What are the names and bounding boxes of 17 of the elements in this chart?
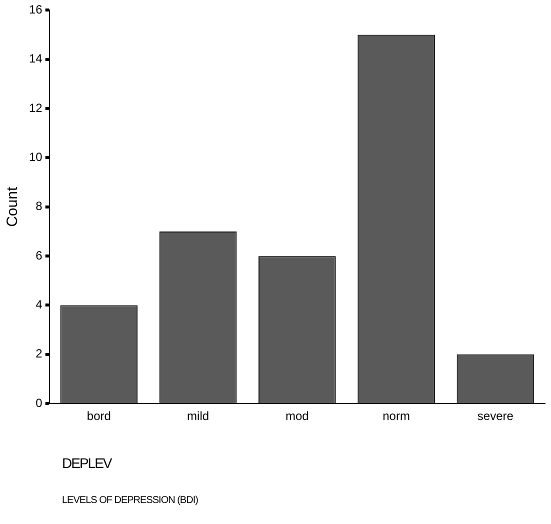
y-tick-label: 2 [36,346,43,361]
y-tick-label: 0 [36,396,43,410]
x-tick-label: norm [382,409,410,424]
x-tick-label: mild [187,409,210,424]
text: LEVELS OF DEPRESSION (BDI) [62,495,198,506]
y-tick-label: 10 [28,150,43,164]
x-tick-label: mod [286,409,309,424]
y-tick-label: 14 [28,52,43,66]
y-tick-label: 4 [36,298,43,312]
y-tick-label: 16 [28,2,43,17]
x-tick-label: bord [86,409,111,424]
y-tick-label: 12 [28,100,43,115]
y-tick-label: 8 [36,199,43,214]
y-tick-label: 6 [36,248,43,262]
x-axis-title: DEPLEV [62,455,112,471]
y-axis-title: Count [4,186,22,227]
x-tick-label: severe [477,409,514,424]
